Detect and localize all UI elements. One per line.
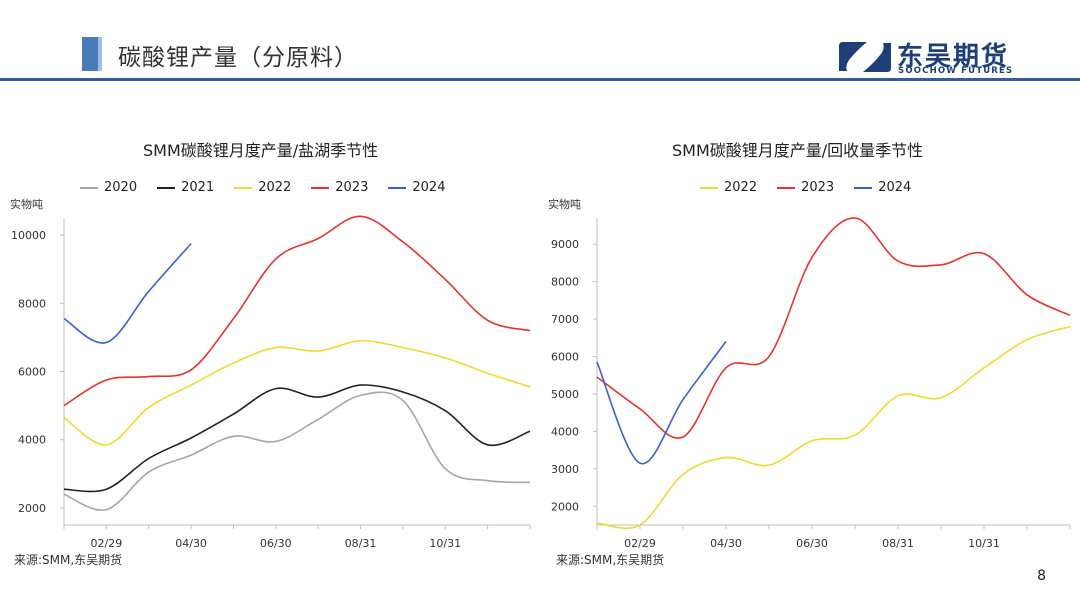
legend-item-2021: 2021 [157, 180, 214, 195]
source-right: 来源:SMM,东吴期货 [556, 553, 665, 567]
y-tick-label: 2000 [551, 500, 579, 513]
series-line-2021 [63, 384, 531, 493]
y-tick-label: 6000 [18, 366, 46, 379]
slide-header: 碳酸锂产量（分原料） 东吴期货 SOOCHOW FUTURES [0, 0, 1080, 84]
legend-item-2023: 2023 [311, 180, 368, 195]
legend-right: 2022 2023 2024 [700, 180, 931, 195]
source-left: 来源:SMM,东吴期货 [14, 553, 123, 567]
legend-item-2024: 2024 [388, 180, 445, 195]
chart-right: 2000 3000 4000 5000 6000 7000 8000 9000 02/29 04/… [551, 217, 1071, 550]
legend-swatch [234, 186, 253, 189]
legend-label: 2021 [181, 180, 215, 195]
title-accent-bar [82, 37, 102, 71]
legend-label: 2020 [104, 180, 138, 195]
x-tick-label: 04/30 [710, 537, 742, 550]
legend-item-2024: 2024 [854, 180, 911, 195]
y-tick-label: 5000 [551, 388, 579, 401]
legend-swatch [80, 186, 98, 189]
series-line-2023 [63, 215, 531, 407]
legend-left: 2020 2021 2022 2023 2024 [80, 180, 465, 195]
y-unit-left: 实物吨 [10, 198, 43, 211]
series-line-2020 [63, 391, 531, 511]
x-tick-label: 02/29 [91, 537, 123, 550]
legend-swatch [157, 186, 176, 189]
legend-item-2023: 2023 [777, 180, 834, 195]
series-line-2023 [596, 217, 1071, 439]
chart-title-right: SMM碳酸锂月度产量/回收量季节性 [672, 141, 924, 160]
legend-label: 2022 [724, 180, 758, 195]
company-logo: 东吴期货 SOOCHOW FUTURES [835, 36, 1045, 78]
x-tick-label: 08/31 [882, 537, 914, 550]
y-tick-label: 2000 [18, 502, 46, 515]
y-tick-label: 4000 [551, 425, 579, 438]
y-tick-label: 8000 [551, 276, 579, 289]
x-tick-label: 08/31 [345, 537, 377, 550]
x-tick-label: 06/30 [796, 537, 828, 550]
x-tick-label: 10/31 [968, 537, 1000, 550]
legend-item-2022: 2022 [700, 180, 757, 195]
x-tick-label: 06/30 [260, 537, 292, 550]
legend-swatch [388, 186, 407, 189]
x-tick-label: 02/29 [624, 537, 656, 550]
x-tick-label: 04/30 [175, 537, 207, 550]
logo-mark-icon [839, 42, 891, 72]
chart-left: 2000 4000 6000 8000 10000 02/29 04/30 06/30 08/3… [11, 215, 531, 550]
y-tick-label: 10000 [11, 229, 46, 242]
x-tick-label: 10/31 [429, 537, 461, 550]
legend-item-2022: 2022 [234, 180, 291, 195]
legend-label: 2023 [801, 180, 835, 195]
y-unit-right: 实物吨 [548, 198, 581, 211]
legend-swatch [700, 186, 718, 189]
page-title: 碳酸锂产量（分原料） [118, 45, 358, 71]
legend-label: 2022 [258, 180, 292, 195]
header-divider [0, 78, 1080, 81]
series-line-2022 [596, 325, 1071, 529]
legend-item-2020: 2020 [80, 180, 137, 195]
legend-label: 2023 [335, 180, 369, 195]
y-tick-label: 7000 [551, 313, 579, 326]
page-number: 8 [1037, 568, 1046, 584]
y-tick-label: 8000 [18, 297, 46, 310]
series-line-2022 [63, 339, 531, 446]
chart-title-left: SMM碳酸锂月度产量/盐湖季节性 [143, 141, 379, 160]
legend-label: 2024 [878, 180, 912, 195]
y-tick-label: 3000 [551, 463, 579, 476]
y-tick-label: 4000 [18, 434, 46, 447]
legend-label: 2024 [412, 180, 446, 195]
series-line-2024 [63, 243, 192, 344]
legend-swatch [854, 186, 873, 189]
series-line-2024 [596, 341, 727, 465]
legend-swatch [311, 186, 330, 189]
logo-name-en: SOOCHOW FUTURES [898, 66, 1014, 76]
y-tick-label: 6000 [551, 351, 579, 364]
logo-name-cn: 东吴期货 [897, 42, 1010, 72]
legend-swatch [777, 186, 796, 189]
y-tick-label: 9000 [551, 238, 579, 251]
